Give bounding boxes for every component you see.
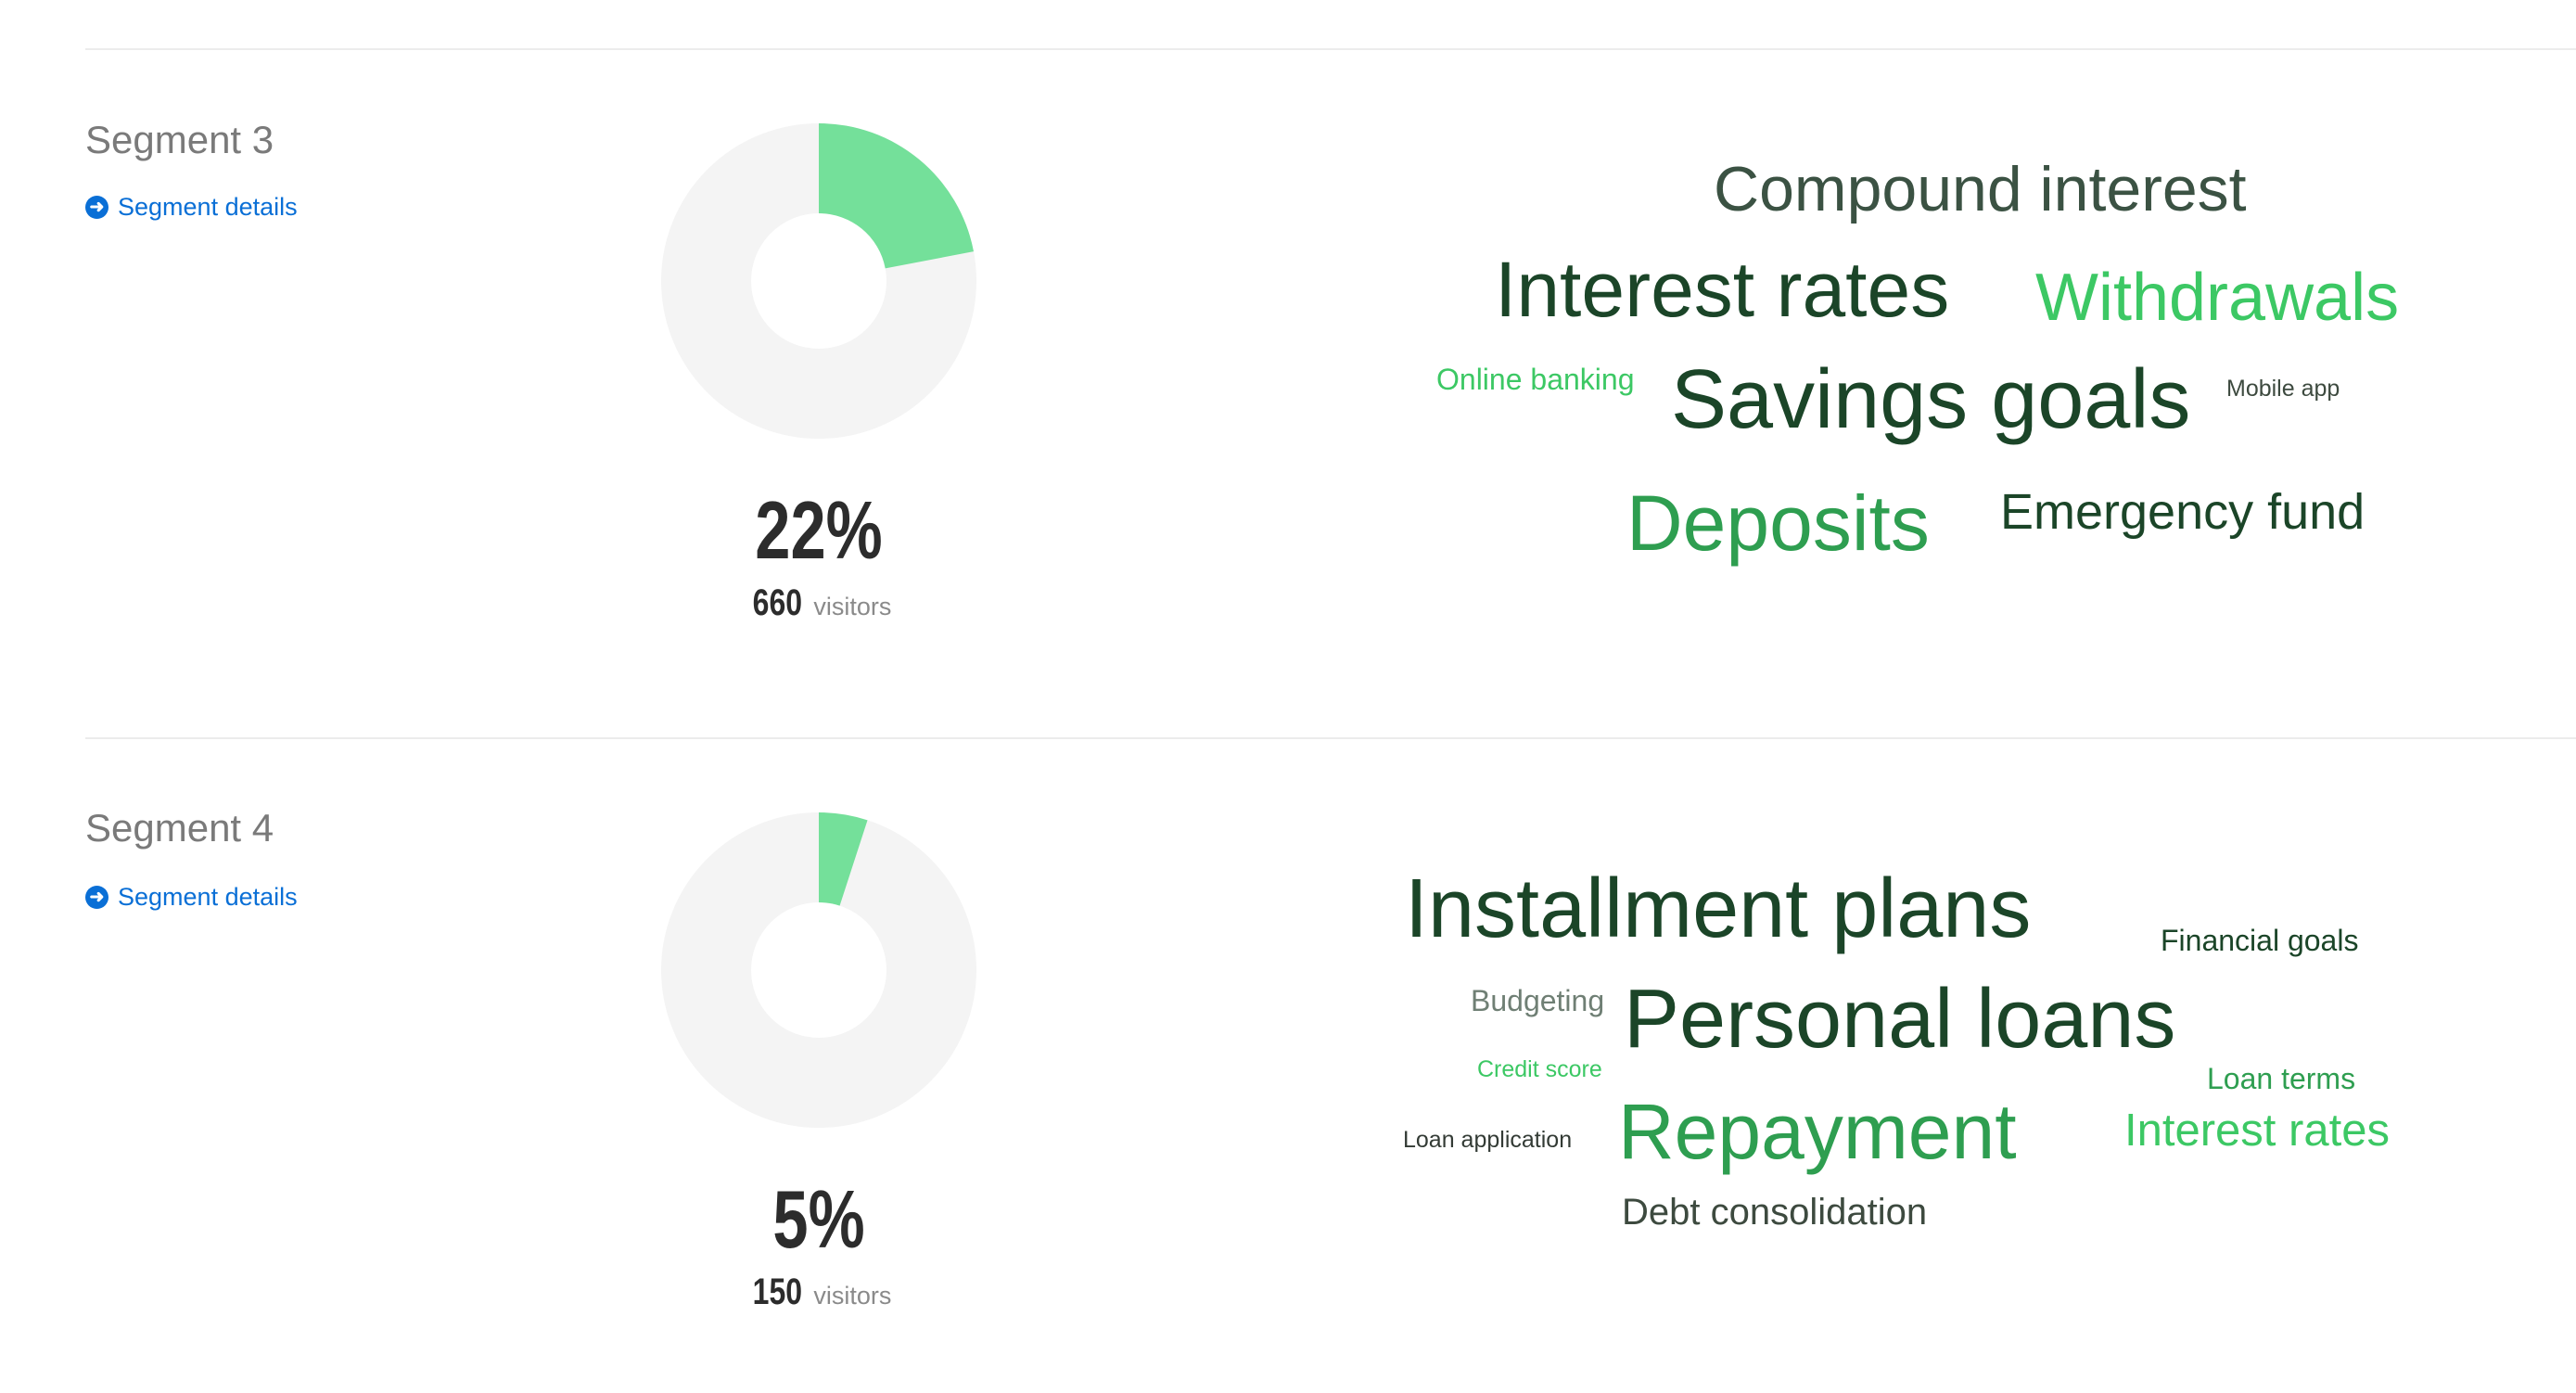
- arrow-circle-right-icon: ➜: [85, 196, 108, 219]
- word-cloud-term[interactable]: Financial goals: [2161, 924, 2359, 957]
- visitors-count: 660 visitors: [633, 584, 1004, 621]
- word-cloud-term[interactable]: Personal loans: [1624, 973, 2176, 1066]
- donut-slice: [819, 123, 974, 269]
- donut-slice: [819, 812, 868, 906]
- visitors-count: 150 visitors: [633, 1273, 1004, 1310]
- visitors-number: 660: [752, 582, 802, 623]
- word-cloud-term[interactable]: Budgeting: [1471, 984, 1605, 1017]
- donut-chart: [661, 123, 976, 439]
- word-cloud-term[interactable]: Debt consolidation: [1622, 1192, 1928, 1233]
- word-cloud-term[interactable]: Savings goals: [1671, 353, 2191, 446]
- percent-value: 5%: [772, 1173, 865, 1265]
- segment-details-link[interactable]: ➜ Segment details: [85, 195, 298, 220]
- word-cloud-term[interactable]: Credit score: [1477, 1056, 1602, 1082]
- word-cloud-term[interactable]: Loan terms: [2207, 1062, 2356, 1095]
- visitors-label: visitors: [813, 593, 892, 620]
- donut-chart: [661, 812, 976, 1128]
- word-cloud-term[interactable]: Withdrawals: [2035, 261, 2400, 335]
- word-cloud-term[interactable]: Loan application: [1403, 1127, 1573, 1153]
- arrow-circle-right-icon: ➜: [85, 886, 108, 909]
- percent-value: 22%: [755, 484, 883, 576]
- segment-title: Segment 4: [85, 806, 274, 850]
- word-cloud-term[interactable]: Mobile app: [2226, 376, 2340, 402]
- visitors-label: visitors: [813, 1282, 892, 1310]
- segment-details-label: Segment details: [118, 193, 298, 221]
- word-cloud-term[interactable]: Emergency fund: [2000, 484, 2366, 540]
- word-cloud-term[interactable]: Deposits: [1626, 479, 1930, 567]
- divider: [85, 48, 2576, 50]
- word-cloud-term[interactable]: Online banking: [1436, 363, 1635, 396]
- visitors-number: 150: [752, 1272, 802, 1312]
- word-cloud-term[interactable]: Installment plans: [1405, 863, 2032, 955]
- segment-title: Segment 3: [85, 118, 274, 161]
- word-cloud-term[interactable]: Repayment: [1618, 1088, 2017, 1175]
- word-cloud-term[interactable]: Compound interest: [1714, 154, 2247, 224]
- word-cloud-term[interactable]: Interest rates: [2124, 1105, 2390, 1156]
- word-cloud-term[interactable]: Interest rates: [1495, 246, 1950, 333]
- segment-details-label: Segment details: [118, 883, 298, 911]
- divider: [85, 737, 2576, 739]
- segment-details-link[interactable]: ➜ Segment details: [85, 885, 298, 910]
